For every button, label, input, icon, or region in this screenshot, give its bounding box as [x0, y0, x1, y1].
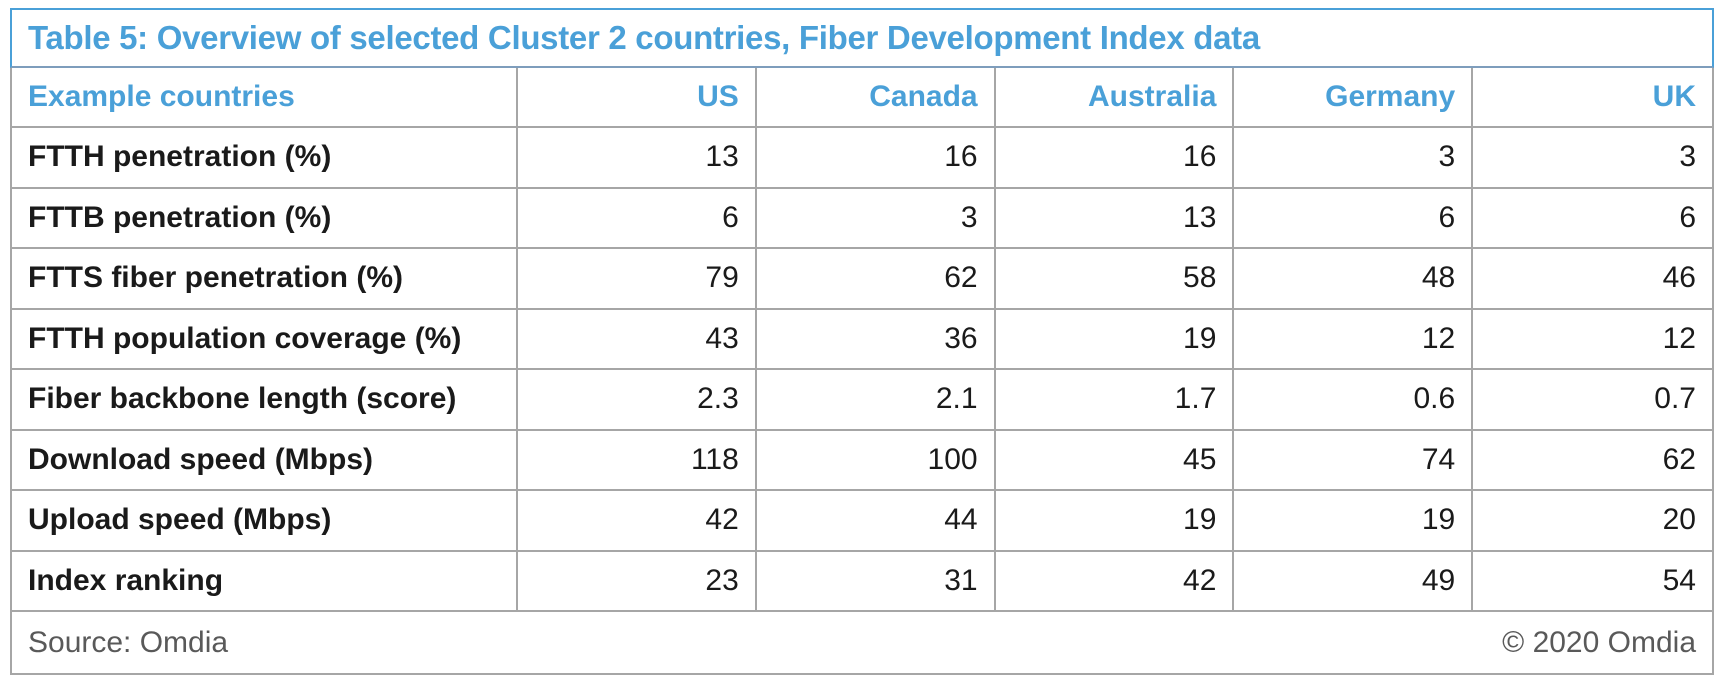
table-title: Table 5: Overview of selected Cluster 2 … [10, 8, 1714, 68]
cell-value: 12 [1473, 310, 1712, 370]
cell-value: 2.1 [756, 370, 996, 431]
column-header-example-countries: Example countries [12, 68, 518, 128]
cell-value: 3 [1473, 128, 1712, 189]
copyright-note: © 2020 Omdia [1502, 625, 1696, 659]
cell-value: 36 [756, 309, 996, 370]
cell-value: 6 [518, 188, 757, 249]
row-label: FTTH penetration (%) [12, 128, 518, 189]
table-row: Upload speed (Mbps) 42 44 19 19 20 [12, 491, 1712, 552]
cell-value: 6 [1234, 188, 1474, 249]
cell-value: 44 [756, 491, 996, 552]
cell-value: 45 [995, 430, 1235, 491]
column-header-uk: UK [1473, 68, 1712, 128]
column-header-germany: Germany [1234, 68, 1474, 128]
cell-value: 42 [995, 551, 1235, 612]
row-label: Index ranking [12, 551, 518, 612]
cell-value: 49 [1234, 551, 1474, 612]
table-footer: Source: Omdia © 2020 Omdia [12, 612, 1712, 673]
cell-value: 1.7 [995, 370, 1235, 431]
table-row: FTTS fiber penetration (%) 79 62 58 48 4… [12, 249, 1712, 310]
table-row: FTTB penetration (%) 6 3 13 6 6 [12, 188, 1712, 249]
column-header-canada: Canada [756, 68, 996, 128]
cell-value: 19 [1234, 491, 1474, 552]
table-row: FTTH population coverage (%) 43 36 19 12… [12, 309, 1712, 370]
cell-value: 46 [1473, 249, 1712, 310]
column-header-australia: Australia [995, 68, 1235, 128]
table-row: Index ranking 23 31 42 49 54 [12, 551, 1712, 612]
cell-value: 13 [518, 128, 757, 189]
cell-value: 62 [756, 249, 996, 310]
cell-value: 3 [756, 188, 996, 249]
table-body: Example countries US Canada Australia Ge… [10, 68, 1714, 675]
cell-value: 118 [518, 430, 757, 491]
row-label: Upload speed (Mbps) [12, 491, 518, 552]
cell-value: 3 [1234, 128, 1474, 189]
cell-value: 79 [518, 249, 757, 310]
cell-value: 13 [995, 188, 1235, 249]
cell-value: 74 [1234, 430, 1474, 491]
row-label: FTTB penetration (%) [12, 188, 518, 249]
table-header-row: Example countries US Canada Australia Ge… [12, 68, 1712, 128]
cell-value: 31 [756, 551, 996, 612]
cell-value: 0.6 [1234, 370, 1474, 431]
cell-value: 0.7 [1473, 370, 1712, 431]
column-header-us: US [518, 68, 757, 128]
row-label: Download speed (Mbps) [12, 430, 518, 491]
cell-value: 42 [518, 491, 757, 552]
cell-value: 12 [1234, 309, 1474, 370]
cell-value: 43 [518, 309, 757, 370]
table-row: Fiber backbone length (score) 2.3 2.1 1.… [12, 370, 1712, 431]
cell-value: 6 [1473, 189, 1712, 249]
row-label: FTTH population coverage (%) [12, 309, 518, 370]
table-row: Download speed (Mbps) 118 100 45 74 62 [12, 430, 1712, 491]
table-row: FTTH penetration (%) 13 16 16 3 3 [12, 128, 1712, 189]
row-label: Fiber backbone length (score) [12, 370, 518, 431]
cell-value: 16 [995, 128, 1235, 189]
cell-value: 19 [995, 491, 1235, 552]
row-label: FTTS fiber penetration (%) [12, 249, 518, 310]
cell-value: 19 [995, 309, 1235, 370]
cell-value: 23 [518, 551, 757, 612]
cell-value: 20 [1473, 491, 1712, 552]
cell-value: 54 [1473, 552, 1712, 612]
cell-value: 16 [756, 128, 996, 189]
cell-value: 62 [1473, 431, 1712, 491]
cell-value: 2.3 [518, 370, 757, 431]
source-note: Source: Omdia [28, 625, 229, 659]
cell-value: 100 [756, 430, 996, 491]
cell-value: 48 [1234, 249, 1474, 310]
cell-value: 58 [995, 249, 1235, 310]
fiber-development-index-table: Table 5: Overview of selected Cluster 2 … [10, 8, 1714, 675]
